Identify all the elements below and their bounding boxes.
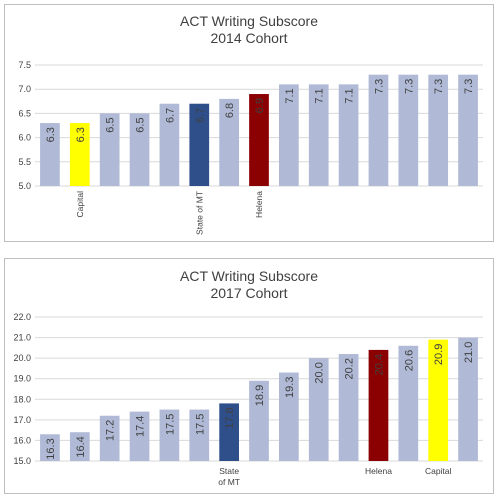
data-label: 6.7: [164, 108, 176, 123]
bar: [338, 84, 359, 186]
bar: [159, 103, 180, 186]
bar: [368, 74, 389, 186]
y-tick-label: 19.0: [13, 374, 31, 384]
bar: [99, 415, 120, 461]
y-tick-label: 17.0: [13, 415, 31, 425]
data-label: 17.5: [194, 414, 206, 435]
chart-title-2017: ACT Writing Subscore 2017 Cohort: [5, 268, 493, 302]
data-label: 7.3: [403, 79, 415, 94]
bar: [279, 84, 299, 186]
bar: [40, 434, 60, 461]
bar: [249, 94, 269, 186]
bar: [69, 432, 90, 461]
bar: [219, 98, 239, 186]
bar: [428, 74, 449, 186]
data-label: 20.0: [314, 362, 326, 383]
data-label: 20.2: [344, 358, 356, 379]
data-label: 17.4: [135, 416, 147, 437]
data-label: 17.8: [224, 407, 236, 428]
chart-title-2014: ACT Writing Subscore 2014 Cohort: [5, 13, 493, 47]
category-label: Helena: [365, 466, 392, 476]
data-label: 20.6: [403, 350, 415, 371]
y-tick-label: 18.0: [13, 394, 31, 404]
y-tick-label: 15.0: [13, 456, 31, 466]
data-label: 17.5: [164, 414, 176, 435]
y-tick-label: 22.0: [13, 312, 31, 322]
chart-subtitle-line: 2017 Cohort: [210, 285, 288, 301]
bar: [368, 349, 389, 461]
data-label: 20.9: [433, 344, 445, 365]
bar: [219, 403, 239, 461]
chart-subtitle-line: 2014 Cohort: [210, 30, 288, 46]
data-label: 7.3: [463, 79, 475, 94]
bar-chart-2017: 15.0 16.0 17.0 18.0 19.0 20.0 21.0 22.0 16.3 16.4…: [13, 312, 483, 487]
data-label: 7.1: [344, 88, 356, 103]
data-label: 7.1: [284, 88, 296, 103]
chart-title-line: ACT Writing Subscore: [180, 268, 318, 284]
y-tick-label: 21.0: [13, 333, 31, 343]
category-label: State of MT: [218, 466, 240, 487]
chart-title-line: ACT Writing Subscore: [180, 13, 318, 29]
data-label: 6.3: [75, 127, 87, 142]
bar: [458, 337, 478, 461]
y-tick-label: 7.5: [18, 60, 31, 70]
y-tick-label: 16.0: [13, 435, 31, 445]
y-tick-label: 6.5: [18, 108, 31, 118]
bar: [428, 339, 449, 461]
bar: [129, 411, 150, 461]
chart-panel-2014: ACT Writing Subscore 2014 Cohort 5.0 5.5 6…: [4, 4, 494, 242]
y-tick-label: 20.0: [13, 353, 31, 363]
data-label: 6.8: [224, 103, 236, 118]
y-tick-label: 5.0: [18, 181, 31, 191]
data-label: 19.3: [284, 377, 296, 398]
bar: [308, 358, 329, 461]
y-tick-label: 7.0: [18, 84, 31, 94]
data-label: 7.3: [433, 79, 445, 94]
data-label: 20.4: [373, 354, 385, 375]
data-label: 6.7: [194, 108, 206, 123]
data-label: 6.5: [135, 117, 147, 132]
bar: [398, 345, 419, 461]
category-label: Capital: [425, 466, 452, 476]
bar: [308, 84, 329, 186]
bar: [398, 74, 419, 186]
category-label: State of MT: [194, 191, 204, 235]
data-label: 17.2: [105, 420, 117, 441]
data-label: 16.4: [75, 436, 87, 457]
bar-chart-2014: 5.0 5.5 6.0 6.5 7.0 7.5 6.3 6.3 Capital 6.5 6.5 6.7…: [18, 60, 483, 235]
bar: [189, 409, 210, 461]
data-label: 6.9: [254, 98, 266, 113]
chart-panel-2017: ACT Writing Subscore 2017 Cohort 15.0 16.…: [4, 258, 494, 494]
bar: [99, 113, 120, 186]
y-tick-label: 5.5: [18, 157, 31, 167]
bar: [69, 123, 90, 186]
category-label: Helena: [254, 191, 264, 218]
data-label: 16.3: [45, 438, 57, 459]
data-label: 6.3: [45, 127, 57, 142]
bar: [129, 113, 150, 186]
bar: [249, 380, 269, 461]
y-tick-label: 6.0: [18, 133, 31, 143]
data-label: 7.1: [314, 88, 326, 103]
bar: [40, 123, 60, 186]
data-label: 21.0: [463, 342, 475, 363]
data-label: 18.9: [254, 385, 266, 406]
bar: [189, 103, 210, 186]
bar: [338, 354, 359, 461]
bar: [279, 372, 299, 461]
bar: [458, 74, 478, 186]
category-label: Capital: [75, 191, 85, 218]
bar: [159, 409, 180, 461]
data-label: 6.5: [105, 117, 117, 132]
data-label: 7.3: [373, 79, 385, 94]
